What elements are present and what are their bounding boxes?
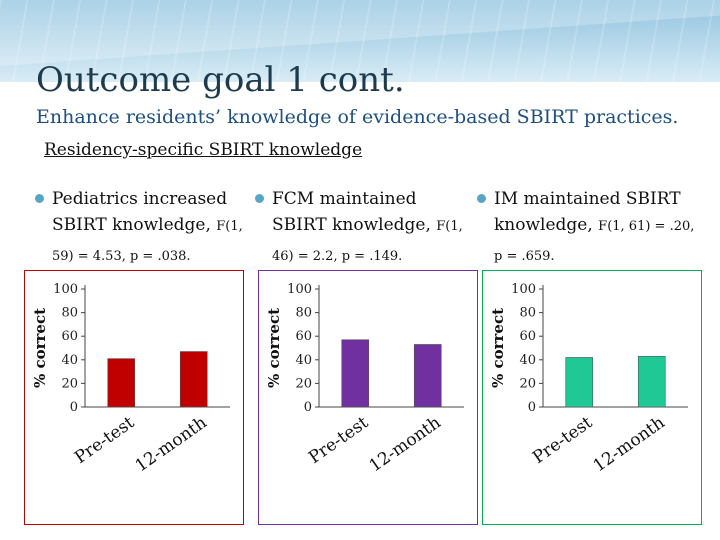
- y-tick-label: 60: [519, 329, 536, 344]
- slide-subtitle: Enhance residents’ knowledge of evidence…: [36, 106, 679, 128]
- bullet-stat: F(1,: [216, 219, 243, 234]
- y-tick-label: 80: [61, 306, 78, 321]
- bullet-line2-wrap: knowledge, F(1, 61) = .20,: [494, 212, 709, 240]
- y-tick-label: 40: [295, 353, 312, 368]
- x-category-label: 12-month: [132, 413, 211, 477]
- section-heading: Residency-specific SBIRT knowledge: [44, 140, 363, 160]
- y-tick-label: 40: [61, 353, 78, 368]
- bullet-line3: 59) = 4.53, p = .038.: [52, 249, 191, 264]
- chart-panel-pediatrics: % correct 0 20 40 60 80 100 Pre-test 12-month: [24, 270, 244, 525]
- x-category-label: 12-month: [366, 413, 445, 477]
- y-tick-label: 0: [70, 400, 78, 415]
- bullet-line2-wrap: SBIRT knowledge, F(1,: [52, 212, 262, 240]
- bullet-dot: [35, 194, 44, 203]
- y-tick-label: 80: [295, 306, 312, 321]
- bullet-line2: SBIRT knowledge,: [272, 215, 431, 235]
- bullet-line3: 46) = 2.2, p = .149.: [272, 249, 403, 264]
- bullet-stat: F(1,: [436, 219, 463, 234]
- bullet-line2: SBIRT knowledge,: [52, 215, 211, 235]
- y-tick-label: 60: [61, 329, 78, 344]
- bar: [341, 339, 370, 408]
- y-axis-label: % correct: [489, 308, 507, 388]
- x-category-label: 12-month: [590, 413, 669, 477]
- bar: [413, 344, 442, 408]
- chart-panel-im: % correct 0 20 40 60 80 100 Pre-test 12-month: [482, 270, 702, 525]
- bar: [565, 357, 594, 408]
- bullet-line1: Pediatrics increased: [52, 189, 228, 209]
- y-tick-label: 100: [511, 282, 536, 297]
- y-tick-label: 20: [519, 376, 536, 391]
- y-tick-label: 100: [287, 282, 312, 297]
- y-tick-label: 0: [304, 400, 312, 415]
- y-tick-label: 100: [53, 282, 78, 297]
- bullet-fcm: FCM maintained SBIRT knowledge, F(1, 46)…: [255, 186, 482, 270]
- y-tick-label: 20: [295, 376, 312, 391]
- y-tick-label: 60: [295, 329, 312, 344]
- y-tick-label: 40: [519, 353, 536, 368]
- banner-texture: [0, 0, 720, 82]
- bullet-line1: IM maintained SBIRT: [494, 189, 681, 209]
- bullet-line1: FCM maintained: [272, 189, 417, 209]
- bullet-im: IM maintained SBIRT knowledge, F(1, 61) …: [477, 186, 709, 270]
- bullet-pediatrics: Pediatrics increased SBIRT knowledge, F(…: [35, 186, 262, 270]
- bar: [637, 355, 666, 408]
- bullet-line2-wrap: SBIRT knowledge, F(1,: [272, 212, 482, 240]
- title-banner: [0, 0, 720, 82]
- x-category-label: Pre-test: [305, 413, 372, 468]
- x-category-label: Pre-test: [71, 413, 138, 468]
- slide-title: Outcome goal 1 cont.: [36, 60, 405, 100]
- y-tick-label: 80: [519, 306, 536, 321]
- y-axis-label: % correct: [31, 308, 49, 388]
- bar: [107, 358, 136, 408]
- chart-panel-fcm: % correct 0 20 40 60 80 100 Pre-test 12-month: [258, 270, 478, 525]
- bullet-dot: [477, 194, 486, 203]
- y-axis-label: % correct: [265, 308, 283, 388]
- bullet-stat: F(1, 61) = .20,: [598, 219, 695, 234]
- bullet-dot: [255, 194, 264, 203]
- y-tick-label: 20: [61, 376, 78, 391]
- x-category-label: Pre-test: [529, 413, 596, 468]
- bar: [179, 351, 208, 408]
- bullet-line2: knowledge,: [494, 215, 593, 235]
- y-tick-label: 0: [528, 400, 536, 415]
- bullet-line3: p = .659.: [494, 249, 555, 264]
